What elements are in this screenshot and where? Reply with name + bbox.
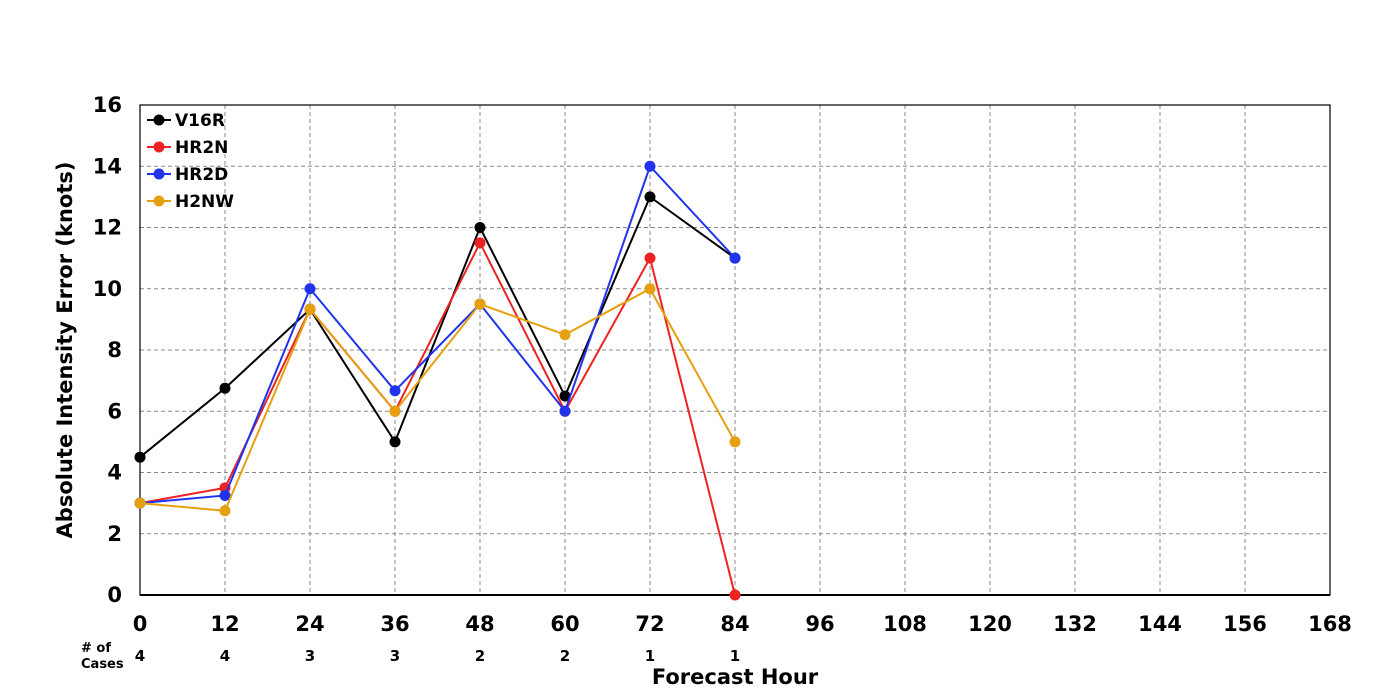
data-point-HR2D (559, 405, 571, 417)
series-line-V16R (139, 195, 736, 458)
case-count: 3 (305, 647, 315, 665)
y-tick-label: 6 (107, 399, 122, 423)
data-point-H2NW (219, 505, 231, 517)
x-tick-label: 84 (720, 612, 749, 636)
y-tick-label: 12 (93, 216, 122, 240)
series-H2NW (134, 283, 741, 517)
data-point-H2NW (729, 436, 741, 448)
legend-entry-HR2N: HR2N (147, 138, 228, 158)
data-point-V16R (134, 451, 146, 463)
data-point-V16R (474, 222, 486, 233)
legend-entry-V16R: V16R (147, 111, 225, 131)
x-tick-label: 168 (1308, 612, 1352, 636)
series-line-HR2N (139, 240, 736, 596)
cases-label-line2: Cases (81, 657, 124, 672)
cases-label-line1: # of (81, 641, 111, 656)
data-point-H2NW (474, 298, 486, 310)
y-tick-label: 2 (107, 522, 122, 546)
x-tick-label: 0 (133, 612, 148, 636)
x-tick-label: 12 (210, 612, 239, 636)
case-count: 4 (220, 647, 230, 665)
x-tick-label: 24 (295, 612, 324, 636)
legend-label: HR2N (175, 138, 228, 158)
data-point-HR2N (729, 589, 741, 601)
case-count: 4 (135, 647, 145, 665)
case-count: 2 (560, 647, 570, 665)
data-point-H2NW (644, 283, 656, 295)
data-point-V16R (644, 191, 656, 203)
x-tick-label: 96 (805, 612, 834, 636)
y-tick-label: 8 (107, 338, 122, 362)
case-count: 1 (730, 647, 740, 665)
x-tick-label: 120 (968, 612, 1012, 636)
legend: V16R HR2N HR2D H2NW (147, 111, 234, 212)
series-line-HR2D (139, 164, 736, 505)
y-tick-labels: 0 2 4 6 8 10 12 14 16 (93, 93, 122, 607)
x-tick-label: 60 (550, 612, 579, 636)
data-point-HR2D (644, 160, 656, 172)
x-axis-title: Forecast Hour (652, 665, 819, 689)
data-point-HR2D (304, 283, 316, 295)
grid-lines (140, 105, 1330, 596)
legend-marker-icon (153, 114, 165, 126)
data-point-H2NW (559, 329, 571, 341)
y-tick-label: 4 (107, 461, 122, 485)
x-tick-labels: 0 12 24 36 48 60 72 84 96 108 120 132 144 156 168 (133, 612, 1352, 636)
case-count: 2 (475, 647, 485, 665)
legend-entry-HR2D: HR2D (147, 165, 228, 185)
data-point-V16R (219, 382, 231, 394)
legend-label: H2NW (175, 192, 234, 212)
x-tick-label: 144 (1138, 612, 1182, 636)
x-tick-label: 72 (635, 612, 664, 636)
legend-marker-icon (153, 195, 165, 207)
data-point-HR2D (729, 252, 741, 264)
y-axis-title: Absolute Intensity Error (knots) (53, 162, 77, 539)
x-tick-label: 132 (1053, 612, 1097, 636)
data-point-H2NW (134, 497, 146, 509)
y-tick-label: 16 (93, 93, 122, 117)
legend-label: HR2D (175, 165, 228, 185)
cases-row: # of Cases 4 4 3 3 2 2 1 1 (81, 641, 740, 672)
x-tick-label: 108 (883, 612, 927, 636)
data-point-V16R (559, 390, 571, 402)
y-tick-label: 14 (93, 154, 122, 178)
data-point-H2NW (389, 405, 401, 417)
series-line-H2NW (139, 287, 736, 512)
data-point-H2NW (304, 303, 316, 315)
legend-marker-icon (153, 141, 165, 153)
data-point-HR2D (389, 385, 401, 397)
x-tick-label: 156 (1223, 612, 1267, 636)
data-point-HR2N (644, 252, 656, 264)
series-layer (134, 160, 741, 601)
data-point-HR2D (219, 489, 231, 501)
legend-marker-icon (153, 168, 165, 180)
data-point-HR2N (474, 237, 486, 249)
legend-entry-H2NW: H2NW (147, 192, 234, 212)
y-tick-label: 0 (107, 583, 122, 607)
data-point-V16R (389, 436, 401, 448)
y-tick-label: 10 (93, 277, 122, 301)
legend-label: V16R (175, 111, 225, 131)
x-tick-label: 48 (465, 612, 494, 636)
case-count: 1 (645, 647, 655, 665)
case-count: 3 (390, 647, 400, 665)
x-tick-label: 36 (380, 612, 409, 636)
